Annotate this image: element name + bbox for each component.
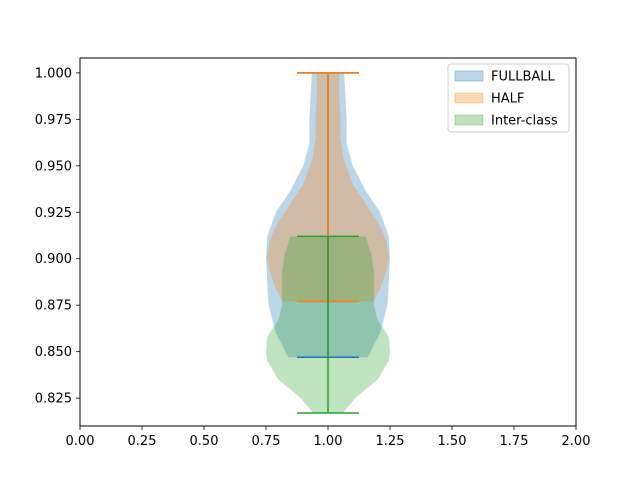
y-tick-label-6: 0.975 <box>35 113 72 128</box>
y-axis: 0.825 0.850 0.875 0.900 0.925 0.950 0.975 1.000 <box>35 66 80 407</box>
x-axis: 0.00 0.25 0.50 0.75 1.00 1.25 1.50 1.75 2.00 <box>66 426 591 449</box>
y-tick-label-5: 0.950 <box>35 159 72 174</box>
x-tick-label-7: 1.75 <box>500 434 529 449</box>
y-tick-label-3: 0.900 <box>35 252 72 267</box>
legend-box <box>447 63 570 133</box>
legend-swatch-2 <box>454 114 484 126</box>
legend-label-2: Inter-class <box>491 114 558 129</box>
violin-stat-lines <box>297 72 359 414</box>
y-tick-label-1: 0.850 <box>35 345 72 360</box>
y-tick-label-7: 1.000 <box>35 66 72 81</box>
y-tick-label-2: 0.875 <box>35 299 72 314</box>
x-tick-label-2: 0.50 <box>190 434 219 449</box>
y-tick-label-0: 0.825 <box>35 392 72 407</box>
x-tick-label-0: 0.00 <box>66 434 95 449</box>
legend: FULLBALL HALF Inter-class <box>447 63 570 133</box>
legend-label-1: HALF <box>491 92 524 107</box>
y-tick-label-4: 0.925 <box>35 206 72 221</box>
legend-swatch-0 <box>454 70 484 82</box>
x-tick-label-8: 2.00 <box>562 434 591 449</box>
x-tick-label-3: 0.75 <box>252 434 281 449</box>
legend-swatch-1 <box>454 92 484 104</box>
x-tick-label-6: 1.50 <box>438 434 467 449</box>
x-tick-label-4: 1.00 <box>314 434 343 449</box>
x-tick-label-5: 1.25 <box>376 434 405 449</box>
legend-label-0: FULLBALL <box>491 70 556 85</box>
x-tick-label-1: 0.25 <box>128 434 157 449</box>
